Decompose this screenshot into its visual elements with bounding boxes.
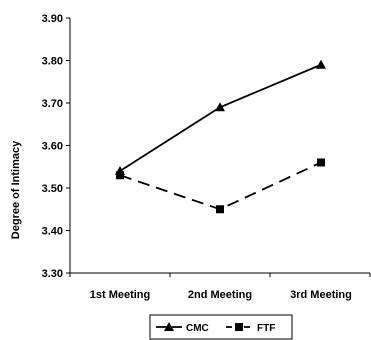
y-tick-label: 3.40 [42, 226, 63, 238]
y-tick-label: 3.60 [42, 141, 63, 153]
legend-marker [164, 322, 174, 331]
series-line-ftf [119, 161, 322, 211]
y-tick-label: 3.70 [42, 98, 63, 110]
data-point [215, 102, 225, 112]
series-ftf [116, 158, 325, 214]
y-tick-label: 3.80 [42, 56, 63, 68]
legend-label: CMC [186, 323, 209, 334]
x-tick-label: 1st Meeting [90, 289, 151, 301]
data-point [317, 158, 325, 167]
y-tick-label: 3.50 [42, 183, 63, 195]
legend-marker [235, 323, 243, 331]
chart-axes [69, 18, 370, 274]
data-point [216, 205, 224, 214]
y-tick-label: 3.30 [42, 268, 63, 280]
y-axis-title: Degree of Intimacy [10, 140, 22, 239]
data-point [316, 59, 326, 69]
chart-series [115, 59, 326, 214]
y-tick-label: 3.90 [42, 13, 63, 25]
series-cmc [115, 59, 326, 175]
series-line-cmc [119, 63, 322, 172]
legend: CMC FTF [149, 314, 293, 340]
x-tick-label: 2nd Meeting [188, 289, 252, 301]
x-axis-ticks: 1st Meeting 2nd Meeting 3rd Meeting [69, 273, 371, 301]
legend-label: FTF [257, 323, 275, 334]
data-point [116, 171, 124, 180]
x-tick-label: 3rd Meeting [290, 289, 352, 301]
y-axis-ticks: 3.30 3.40 3.50 3.60 3.70 3.80 3.90 [42, 13, 70, 280]
